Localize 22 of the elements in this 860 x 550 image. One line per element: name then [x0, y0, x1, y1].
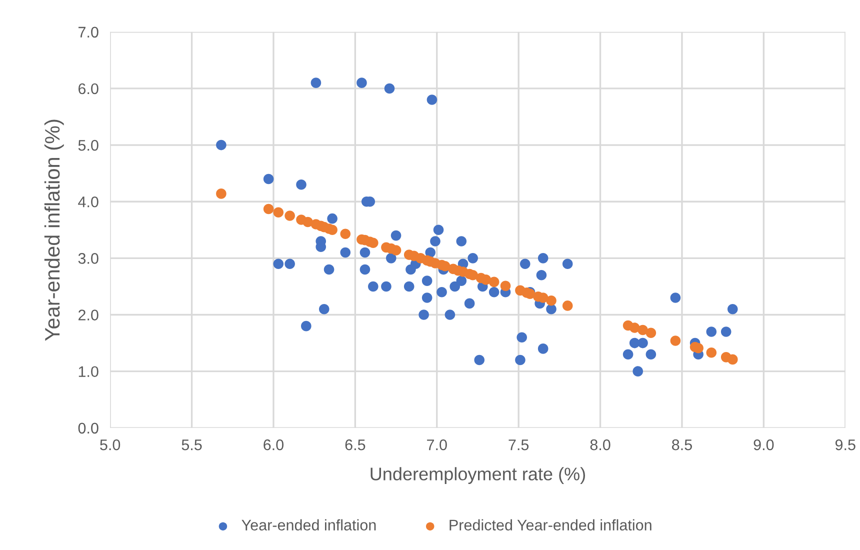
- legend-label: Predicted Year-ended inflation: [450, 519, 652, 530]
- y-tick-label: 3.0: [78, 253, 98, 264]
- y-tick-label: 4.0: [78, 196, 98, 208]
- x-tick-label: 5.0: [100, 439, 120, 450]
- x-tick-label: 5.5: [182, 440, 202, 450]
- x-axis-title: Underemployment rate (%): [370, 467, 585, 484]
- x-tick-label: 9.0: [754, 439, 774, 450]
- x-tick-label: 6.0: [264, 439, 284, 450]
- legend-label: Year-ended inflation: [242, 519, 376, 530]
- y-tick-label: 1.0: [78, 366, 98, 378]
- y-axis-title: Year-ended inflation (%): [44, 120, 64, 341]
- y-tick-label: 2.0: [78, 310, 98, 320]
- x-tick-label: 7.5: [508, 440, 529, 450]
- y-tick-label: 7.0: [78, 26, 98, 38]
- x-tick-label: 8.0: [590, 439, 610, 450]
- x-tick-label: 7.0: [427, 439, 447, 450]
- x-tick-label: 8.5: [672, 439, 692, 450]
- y-tick-label: 5.0: [78, 140, 98, 151]
- y-tick-label: 6.0: [78, 83, 98, 94]
- x-tick-label: 9.5: [835, 439, 856, 450]
- y-tick-label: 0.0: [78, 422, 98, 434]
- x-tick-label: 6.5: [345, 439, 366, 450]
